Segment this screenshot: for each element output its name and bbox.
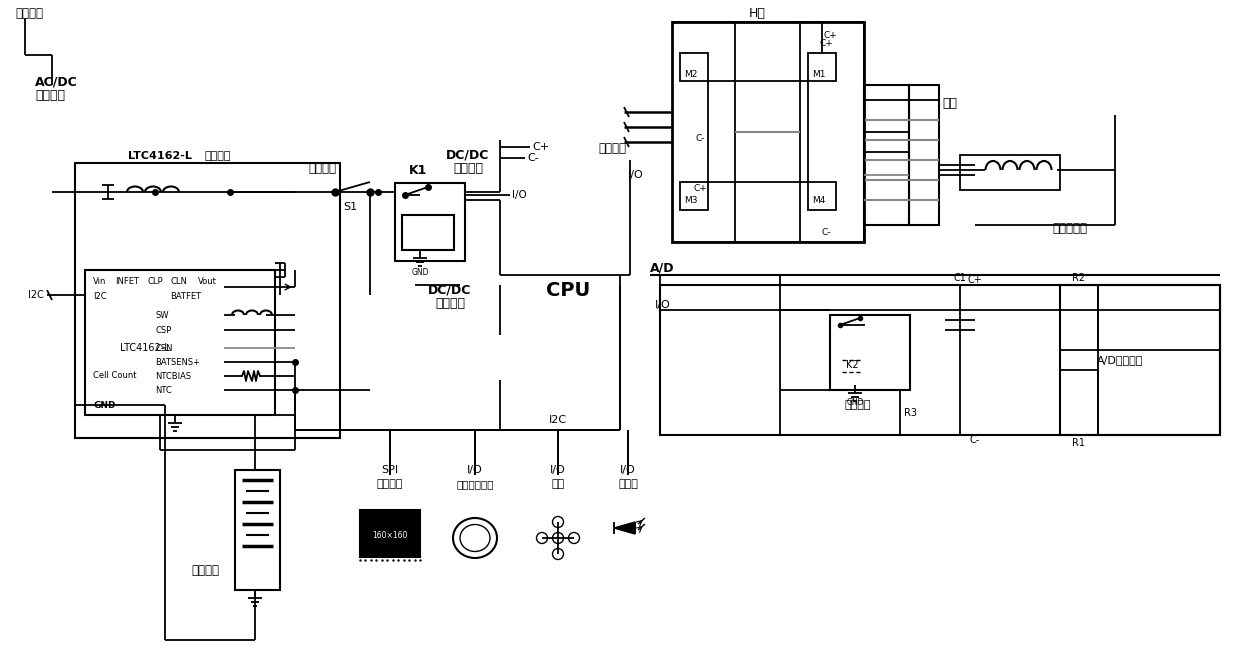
Text: 分合闸线圈: 分合闸线圈 <box>1052 221 1088 235</box>
Text: A/D: A/D <box>650 261 674 275</box>
Text: 锂电池组: 锂电池组 <box>191 563 219 577</box>
Text: M2: M2 <box>684 70 698 78</box>
Bar <box>660 285 1220 435</box>
Bar <box>960 155 1061 190</box>
Text: CSP: CSP <box>155 325 171 334</box>
Text: BATFET: BATFET <box>170 291 201 301</box>
Text: 转换模块: 转换模块 <box>35 88 64 102</box>
Text: C+: C+ <box>693 184 707 192</box>
Text: LTC4162-L: LTC4162-L <box>128 151 192 161</box>
Text: C-: C- <box>970 435 980 445</box>
Bar <box>235 470 280 590</box>
Text: I2C: I2C <box>549 415 567 425</box>
Text: I/O: I/O <box>621 465 636 475</box>
Text: I/O: I/O <box>655 300 670 310</box>
Text: CPU: CPU <box>546 281 590 299</box>
Text: 放电模块: 放电模块 <box>845 400 871 410</box>
Text: C-: C- <box>821 227 831 237</box>
Text: 按键: 按键 <box>551 479 565 489</box>
Bar <box>361 510 420 557</box>
Text: R3: R3 <box>904 408 917 418</box>
Text: A/D采集模块: A/D采集模块 <box>1097 355 1144 365</box>
Text: 160×160: 160×160 <box>372 531 408 541</box>
Text: M1: M1 <box>812 70 825 78</box>
Bar <box>1061 285 1220 435</box>
Text: BATSENS+: BATSENS+ <box>155 358 199 366</box>
Text: C+: C+ <box>968 275 983 285</box>
Text: DC/DC: DC/DC <box>446 148 489 162</box>
Text: M3: M3 <box>684 196 698 205</box>
Text: Vout: Vout <box>198 277 217 285</box>
Text: INFET: INFET <box>115 277 139 285</box>
Text: SW: SW <box>155 311 169 319</box>
Text: CLP: CLP <box>147 277 162 285</box>
Text: C1: C1 <box>954 273 966 283</box>
Text: R2: R2 <box>1073 273 1085 283</box>
Text: SPI: SPI <box>382 465 399 475</box>
Text: GND: GND <box>93 400 115 410</box>
Bar <box>680 53 707 81</box>
Bar <box>395 183 465 261</box>
Text: 升压模块: 升压模块 <box>453 162 483 174</box>
Text: C+: C+ <box>823 31 836 39</box>
Text: GND: GND <box>846 398 864 406</box>
Bar <box>401 215 453 250</box>
Text: H桥: H桥 <box>748 7 766 19</box>
Text: M4: M4 <box>812 196 825 205</box>
Bar <box>1061 285 1098 350</box>
Bar <box>85 270 275 415</box>
Text: Cell Count: Cell Count <box>93 370 136 380</box>
Text: 降压模块: 降压模块 <box>435 297 465 309</box>
Text: S1: S1 <box>343 202 357 212</box>
Text: NTC: NTC <box>155 386 172 394</box>
Text: GND: GND <box>411 267 429 277</box>
Text: 手动开关: 手动开关 <box>309 162 336 174</box>
Text: I/O: I/O <box>550 465 566 475</box>
Text: 指示灯: 指示灯 <box>618 479 638 489</box>
Text: 液晶显示: 液晶显示 <box>377 479 403 489</box>
Bar <box>76 163 339 438</box>
Bar <box>909 85 939 225</box>
Text: 驱动模块: 驱动模块 <box>598 142 626 154</box>
Text: K2: K2 <box>846 360 859 370</box>
Text: 市电输入: 市电输入 <box>15 7 43 19</box>
Text: I2C: I2C <box>93 291 107 301</box>
Text: 带灯合闸按钮: 带灯合闸按钮 <box>456 479 494 489</box>
Text: I/O: I/O <box>628 170 644 180</box>
Text: I2C: I2C <box>28 290 45 300</box>
Text: CLN: CLN <box>170 277 187 285</box>
Text: C-: C- <box>695 134 705 142</box>
Text: 电源管理: 电源管理 <box>204 151 230 161</box>
Text: C+: C+ <box>819 39 833 47</box>
Text: R1: R1 <box>1073 438 1085 448</box>
Bar <box>808 53 836 81</box>
Text: NTCBIAS: NTCBIAS <box>155 372 191 380</box>
Text: I/O: I/O <box>512 190 527 200</box>
Bar <box>864 85 909 225</box>
Bar <box>680 182 707 210</box>
Polygon shape <box>615 522 636 534</box>
Text: I/O: I/O <box>467 465 483 475</box>
Bar <box>808 182 836 210</box>
Text: CSN: CSN <box>155 344 172 352</box>
Text: 航插: 航插 <box>943 96 958 110</box>
Text: C+: C+ <box>532 142 549 152</box>
Text: AC/DC: AC/DC <box>35 76 78 88</box>
Bar <box>1061 370 1098 435</box>
Text: C-: C- <box>527 153 539 163</box>
Text: Vin: Vin <box>93 277 107 285</box>
Text: LTC4162-L: LTC4162-L <box>120 343 170 353</box>
Text: DC/DC: DC/DC <box>429 283 472 297</box>
Bar <box>672 22 864 242</box>
Bar <box>830 315 909 390</box>
Text: K1: K1 <box>409 164 427 176</box>
